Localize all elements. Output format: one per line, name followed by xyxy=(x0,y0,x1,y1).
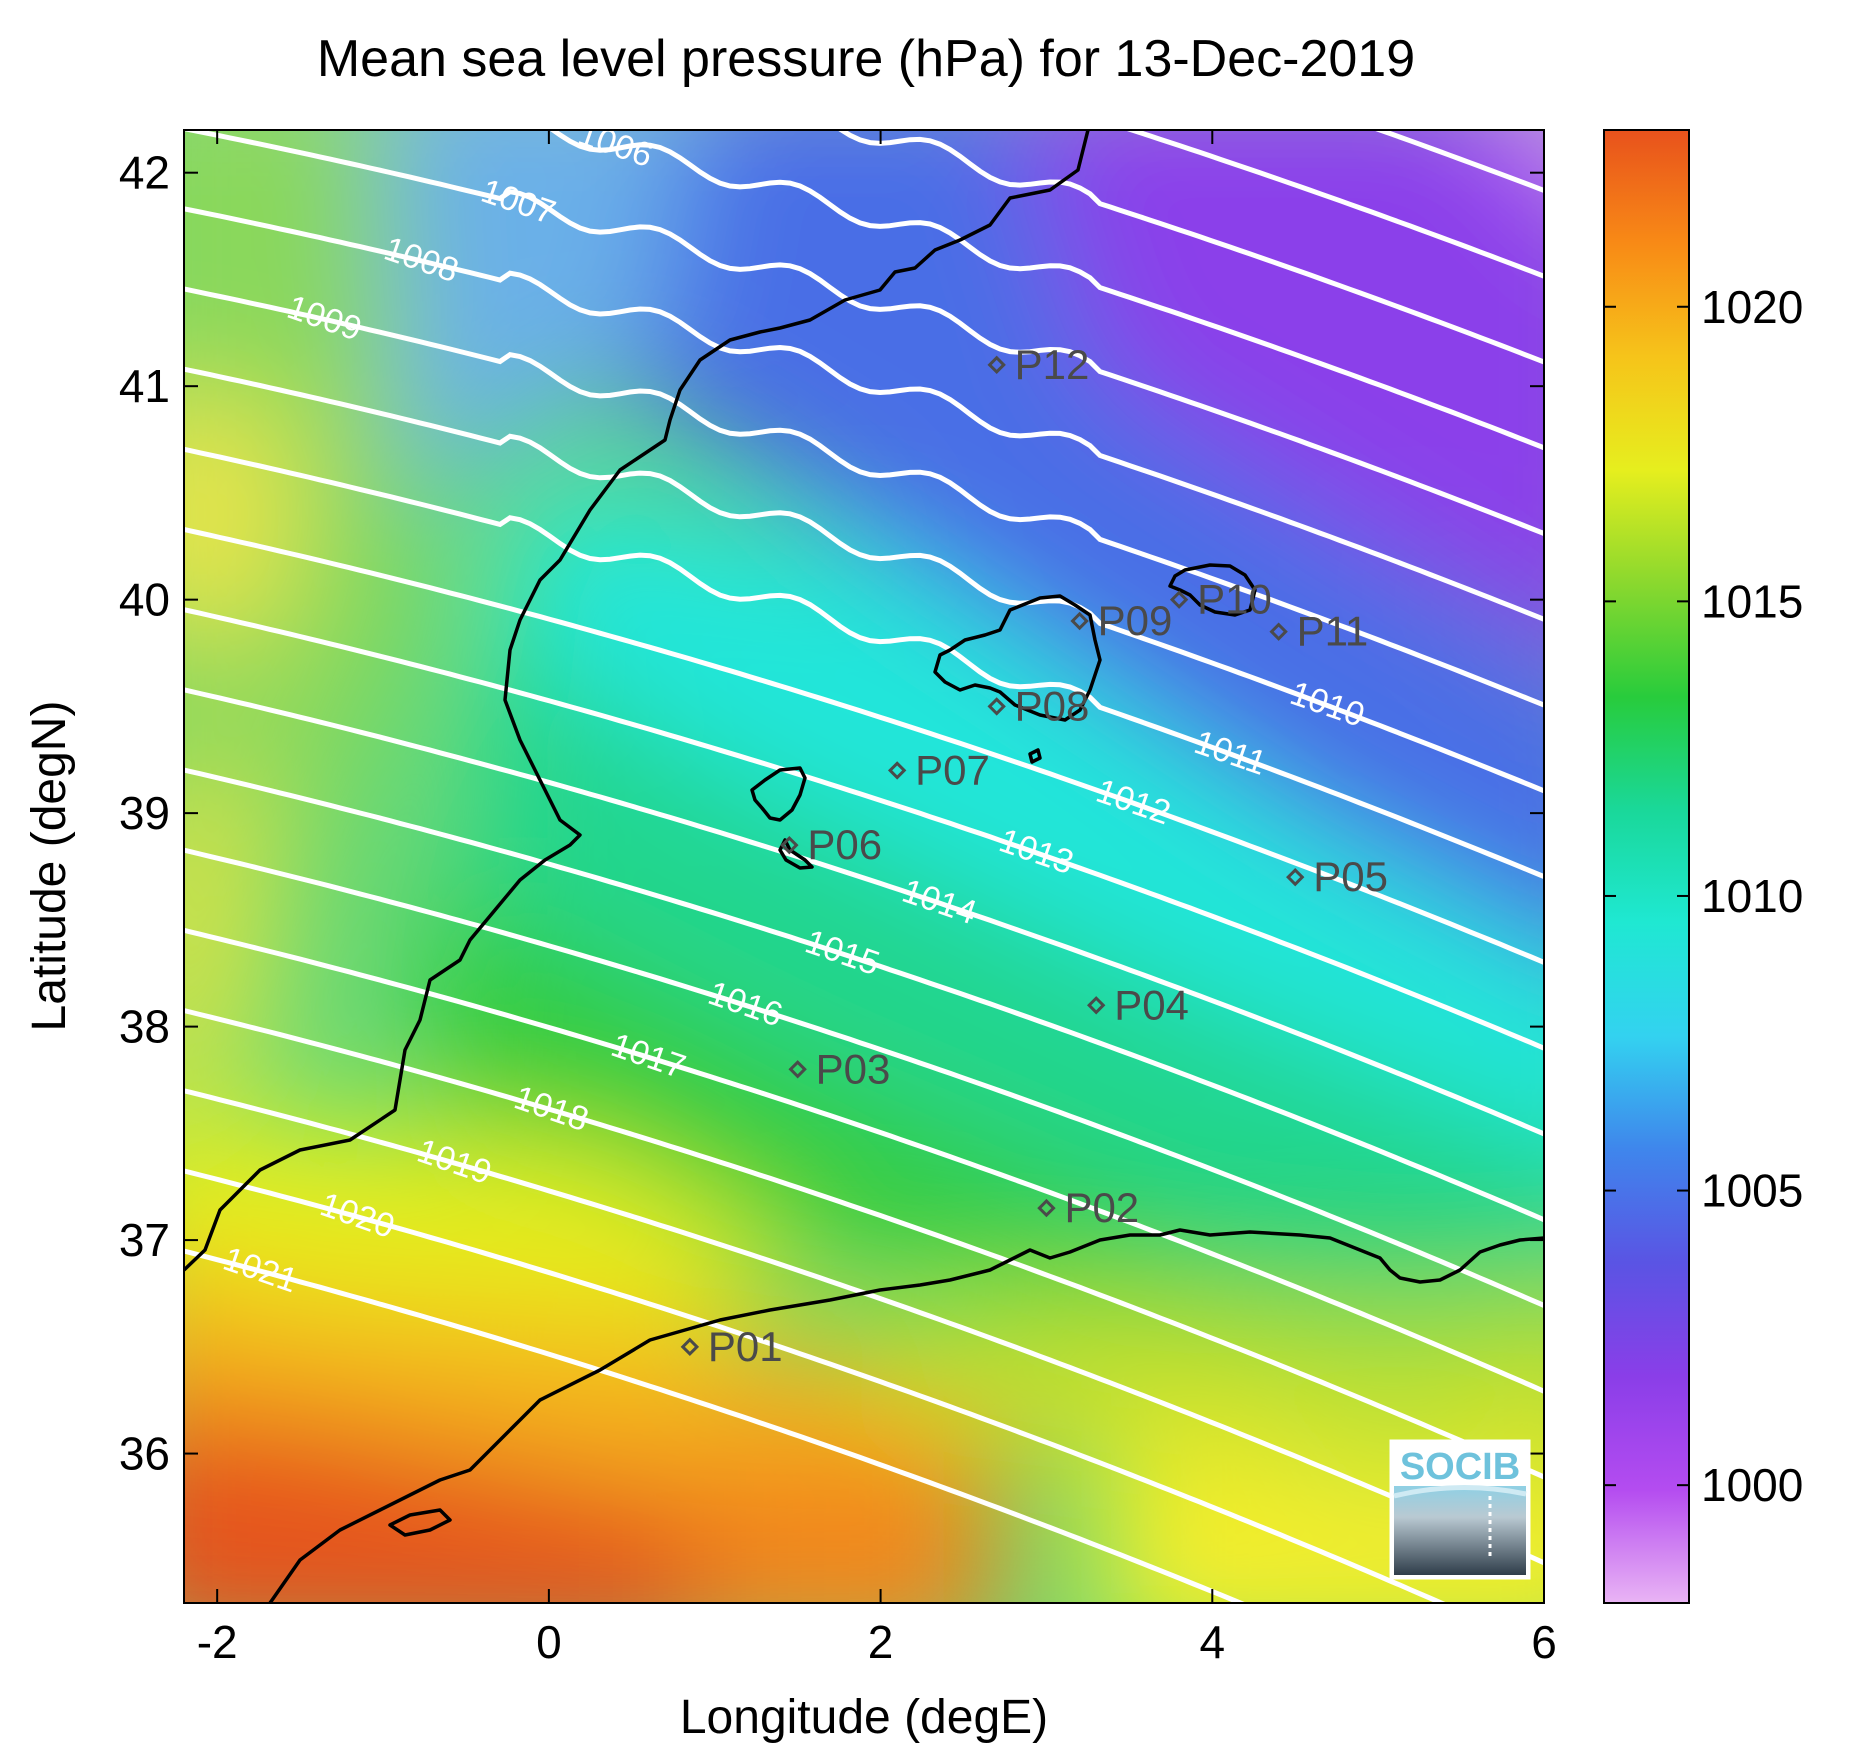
station-marker xyxy=(1087,996,1106,1015)
station-marker xyxy=(987,355,1006,375)
plot-frame xyxy=(183,129,1545,1604)
coastline-iberia xyxy=(184,130,1090,1272)
isobar-1021 xyxy=(184,1248,1248,1603)
station-label: P04 xyxy=(1114,981,1189,1028)
isobar-1006 xyxy=(548,130,1544,451)
x-tick-label: 2 xyxy=(868,1616,894,1668)
coastline-africa xyxy=(268,1228,1544,1603)
station-label: P03 xyxy=(816,1045,891,1092)
isobar-1005 xyxy=(837,130,1544,365)
y-tick-label: 36 xyxy=(119,1428,170,1480)
station-label: P12 xyxy=(1015,341,1090,388)
colorbar-tick-label: 1020 xyxy=(1701,281,1803,333)
station-label: P06 xyxy=(807,821,882,868)
y-axis-label: Latitude (degN) xyxy=(23,701,76,1032)
isobar-1015 xyxy=(184,767,1544,1223)
coastline-layer xyxy=(184,130,1544,1603)
isobar-1016 xyxy=(184,847,1544,1309)
chart-title: Mean sea level pressure (hPa) for 13-Dec… xyxy=(317,30,1415,88)
y-tick-label: 38 xyxy=(119,1001,170,1053)
colorbar-tick-label: 1015 xyxy=(1701,575,1803,627)
isobar-label: 1003 xyxy=(864,0,948,7)
x-tick-label: 6 xyxy=(1531,1616,1557,1668)
y-tick-label: 40 xyxy=(119,574,170,626)
socib-logo-panel xyxy=(1394,1486,1526,1575)
station-marker xyxy=(780,835,799,855)
isobar-1019 xyxy=(184,1088,1544,1566)
station-label: P09 xyxy=(1098,597,1173,644)
station-marker xyxy=(887,761,907,780)
isobar-1020 xyxy=(184,1168,1448,1603)
y-tick-label: 37 xyxy=(119,1214,170,1266)
x-tick-label: 4 xyxy=(1199,1616,1225,1668)
colorbar-gradient xyxy=(1603,129,1690,1604)
socib-logo-wave xyxy=(1393,1485,1527,1499)
station-marker xyxy=(1269,622,1288,641)
isobar-1013 xyxy=(184,607,1544,1051)
isobar-1018 xyxy=(184,1007,1544,1480)
y-tick-label: 39 xyxy=(119,787,170,839)
island-alboran-coast xyxy=(388,1508,452,1537)
isobar-1007 xyxy=(184,130,1544,537)
axes-layer: -2 0 2 4 6 36 37 38 39 40 41 42 xyxy=(119,130,1557,1668)
isobar-1008 xyxy=(184,206,1544,622)
station-marker xyxy=(987,697,1006,716)
station-marker xyxy=(1037,1198,1056,1218)
station-label: P02 xyxy=(1064,1184,1139,1231)
isobar-1014 xyxy=(184,687,1544,1137)
station-label: P07 xyxy=(915,746,990,793)
y-tick-label: 42 xyxy=(119,147,170,199)
station-marker xyxy=(1286,867,1305,887)
x-tick-label: -2 xyxy=(197,1616,238,1668)
y-tick-label: 41 xyxy=(119,360,170,412)
socib-logo-text: SOCIB xyxy=(1400,1446,1520,1488)
colorbar-tick-label: 1005 xyxy=(1701,1165,1803,1217)
island-formentera xyxy=(778,838,814,870)
island-cabrera xyxy=(1028,748,1042,764)
colorbar-ticks: 1000 1005 1010 1015 1020 xyxy=(1604,281,1803,1511)
isobar-1004 xyxy=(1123,130,1544,279)
isobar-1012 xyxy=(184,526,1544,966)
island-ibiza xyxy=(750,766,807,822)
colorbar: 1000 1005 1010 1015 1020 xyxy=(1603,129,1803,1604)
socib-logo: SOCIB xyxy=(1389,1439,1531,1580)
x-axis-label: Longitude (degE) xyxy=(680,1691,1048,1744)
isobar-1017 xyxy=(184,927,1544,1394)
island-menorca xyxy=(1168,563,1257,617)
station-marker xyxy=(680,1337,700,1357)
station-label: P05 xyxy=(1313,853,1388,900)
station-label: P08 xyxy=(1015,682,1090,729)
station-marker xyxy=(1169,590,1189,609)
isobar-1011 xyxy=(184,446,1544,880)
isobar-1009 xyxy=(184,286,1544,708)
station-marker xyxy=(1070,611,1089,631)
station-label: P01 xyxy=(708,1323,783,1370)
island-majorca xyxy=(933,594,1102,722)
colorbar-tick-label: 1000 xyxy=(1701,1459,1803,1511)
station-label: P11 xyxy=(1297,608,1369,655)
station-label: P10 xyxy=(1197,576,1272,623)
isobar-1010 xyxy=(184,366,1544,794)
colorbar-tick-label: 1010 xyxy=(1701,870,1803,922)
station-marker xyxy=(788,1060,807,1079)
x-tick-label: 0 xyxy=(536,1616,562,1668)
